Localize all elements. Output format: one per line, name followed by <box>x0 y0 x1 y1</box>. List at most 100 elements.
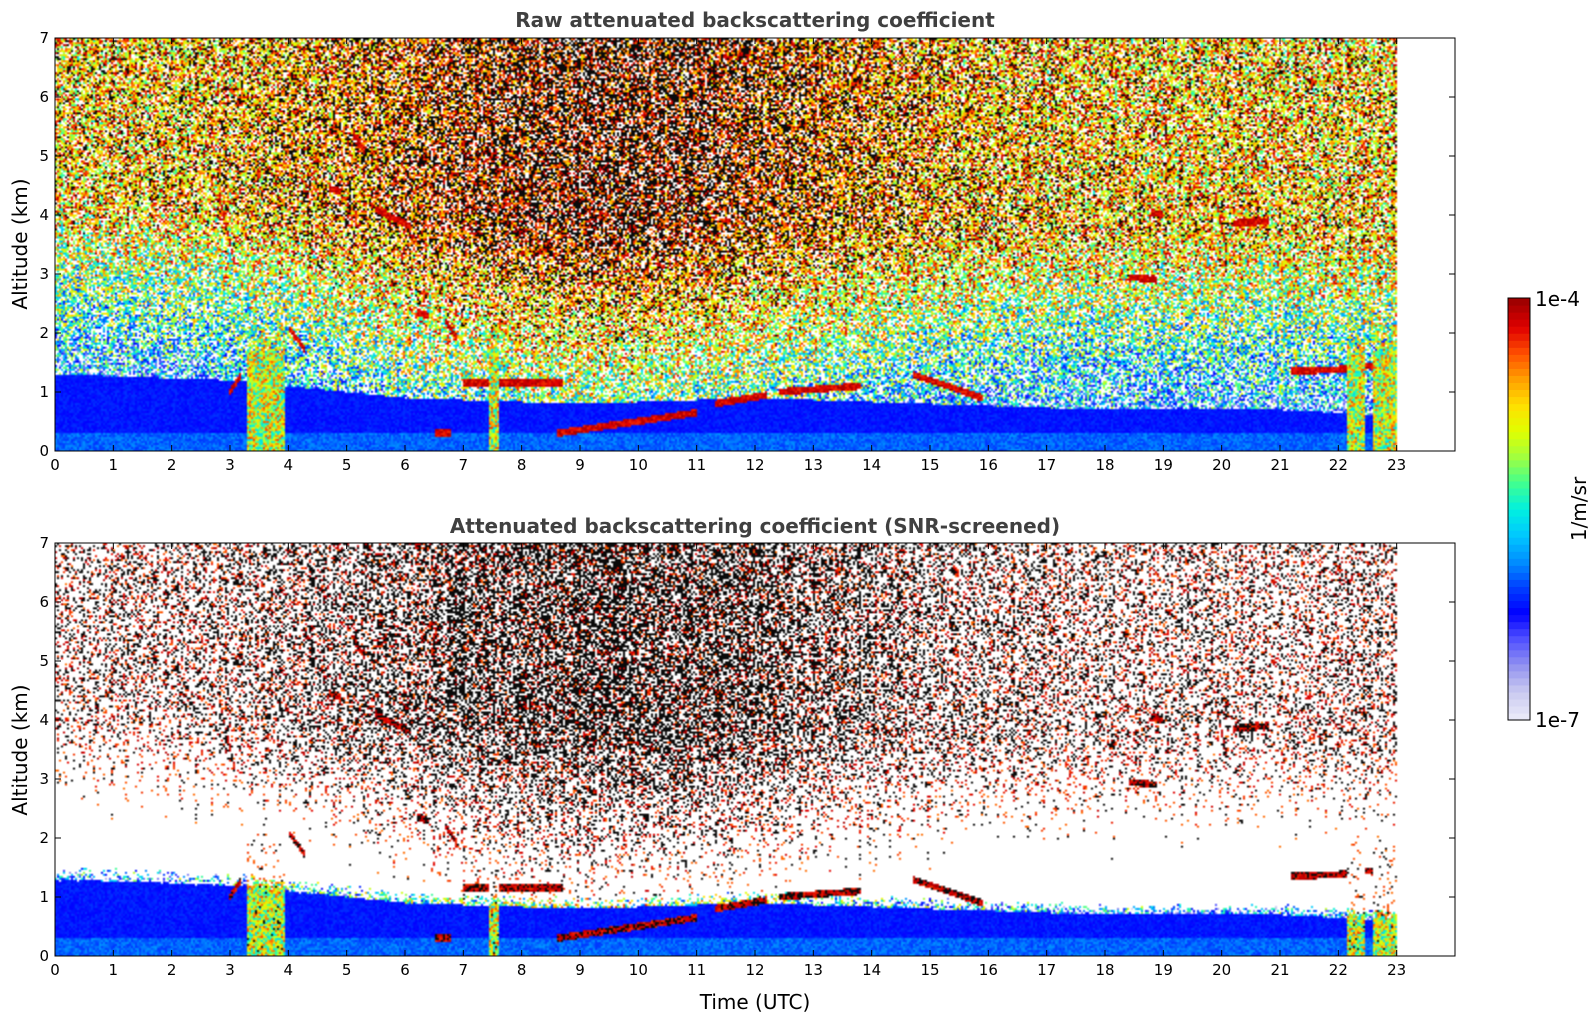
colorbar-step <box>1508 579 1530 587</box>
y-tick-label: 5 <box>39 652 49 670</box>
colorbar-step <box>1508 319 1530 327</box>
x-tick-label: 1 <box>109 961 119 979</box>
colorbar-step <box>1508 347 1530 355</box>
x-tick-label: 3 <box>225 961 235 979</box>
x-tick-label: 23 <box>1387 961 1406 979</box>
x-tick-label: 10 <box>629 961 648 979</box>
colorbar-step <box>1508 593 1530 602</box>
y-tick-label: 0 <box>39 442 49 460</box>
x-tick-label: 15 <box>920 456 939 474</box>
panel-screened-xlabel: Time (UTC) <box>699 990 811 1014</box>
y-tick-label: 4 <box>39 711 49 729</box>
colorbar-step <box>1508 509 1530 517</box>
colorbar-step <box>1508 361 1530 369</box>
colorbar-steps <box>1508 298 1530 721</box>
colorbar-step <box>1508 691 1530 700</box>
colorbar-step <box>1508 473 1530 482</box>
y-tick-label: 3 <box>39 265 49 283</box>
colorbar-step <box>1508 326 1530 334</box>
x-tick-label: 11 <box>687 961 706 979</box>
panel-raw-heatmap <box>55 38 1455 451</box>
colorbar-step <box>1508 333 1530 341</box>
colorbar-step <box>1508 459 1530 468</box>
colorbar-step <box>1508 382 1530 391</box>
colorbar-step <box>1508 684 1530 693</box>
x-tick-label: 16 <box>979 961 998 979</box>
colorbar-step <box>1508 649 1530 658</box>
colorbar-step <box>1508 438 1530 447</box>
colorbar-step <box>1508 424 1530 433</box>
colorbar-step <box>1508 340 1530 348</box>
x-tick-label: 7 <box>459 456 469 474</box>
colorbar-step <box>1508 635 1530 644</box>
x-tick-label: 8 <box>517 961 527 979</box>
x-tick-label: 19 <box>1154 456 1173 474</box>
colorbar-step <box>1508 663 1530 672</box>
y-tick-label: 1 <box>39 888 49 906</box>
x-tick-label: 12 <box>745 961 764 979</box>
panel-raw-title: Raw attenuated backscattering coefficien… <box>515 8 995 32</box>
panel-screened: Attenuated backscattering coefficient (S… <box>8 514 1456 1014</box>
y-tick-label: 7 <box>39 534 49 552</box>
colorbar-step <box>1508 403 1530 412</box>
colorbar-step <box>1508 368 1530 376</box>
colorbar-step <box>1508 544 1530 552</box>
colorbar-step <box>1508 677 1530 686</box>
x-tick-label: 22 <box>1329 456 1348 474</box>
y-tick-label: 7 <box>39 29 49 47</box>
panel-raw-ticks: 0 1 2 3 4 5 6 7 8 9 10 11 12 13 14 15 16 17 18 19 20 21 22 2301… <box>39 29 1455 474</box>
colorbar: 1e-4 1e-7 1/m/sr <box>1507 287 1591 732</box>
colorbar-step <box>1508 445 1530 454</box>
x-tick-label: 3 <box>225 456 235 474</box>
colorbar-step <box>1508 558 1530 566</box>
colorbar-unit-label: 1/m/sr <box>1567 476 1591 541</box>
panel-screened-title: Attenuated backscattering coefficient (S… <box>450 514 1060 538</box>
y-tick-label: 6 <box>39 88 49 106</box>
x-tick-label: 2 <box>167 961 177 979</box>
panel-screened-ylabel: Altitude (km) <box>8 684 32 815</box>
x-tick-label: 21 <box>1270 961 1289 979</box>
x-tick-label: 0 <box>50 456 60 474</box>
colorbar-step <box>1508 417 1530 426</box>
x-tick-label: 20 <box>1212 456 1231 474</box>
x-tick-label: 22 <box>1329 961 1348 979</box>
x-tick-label: 0 <box>50 961 60 979</box>
colorbar-step <box>1508 452 1530 461</box>
colorbar-step <box>1508 466 1530 475</box>
colorbar-step <box>1508 305 1530 313</box>
x-tick-label: 6 <box>400 961 410 979</box>
x-tick-label: 17 <box>1037 961 1056 979</box>
x-tick-label: 14 <box>862 961 881 979</box>
colorbar-step <box>1508 494 1530 503</box>
colorbar-step <box>1508 698 1530 707</box>
colorbar-step <box>1508 628 1530 637</box>
x-tick-label: 10 <box>629 456 648 474</box>
x-tick-label: 9 <box>575 456 585 474</box>
colorbar-step <box>1508 537 1530 545</box>
x-tick-label: 8 <box>517 456 527 474</box>
x-tick-label: 4 <box>284 961 294 979</box>
colorbar-step <box>1508 565 1530 573</box>
colorbar-min-label: 1e-7 <box>1535 708 1580 732</box>
x-tick-label: 5 <box>342 961 352 979</box>
x-tick-label: 18 <box>1095 456 1114 474</box>
x-tick-label: 18 <box>1095 961 1114 979</box>
x-tick-label: 19 <box>1154 961 1173 979</box>
colorbar-step <box>1508 607 1530 616</box>
colorbar-step <box>1508 614 1530 623</box>
y-tick-label: 6 <box>39 593 49 611</box>
panel-screened-heatmap <box>55 543 1455 956</box>
x-tick-label: 2 <box>167 456 177 474</box>
colorbar-step <box>1508 551 1530 559</box>
y-tick-label: 2 <box>39 324 49 342</box>
colorbar-max-label: 1e-4 <box>1535 287 1580 311</box>
x-tick-label: 11 <box>687 456 706 474</box>
x-tick-label: 23 <box>1387 456 1406 474</box>
x-tick-label: 16 <box>979 456 998 474</box>
y-tick-label: 3 <box>39 770 49 788</box>
x-tick-label: 12 <box>745 456 764 474</box>
y-tick-label: 1 <box>39 383 49 401</box>
x-tick-label: 4 <box>284 456 294 474</box>
colorbar-step <box>1508 487 1530 496</box>
